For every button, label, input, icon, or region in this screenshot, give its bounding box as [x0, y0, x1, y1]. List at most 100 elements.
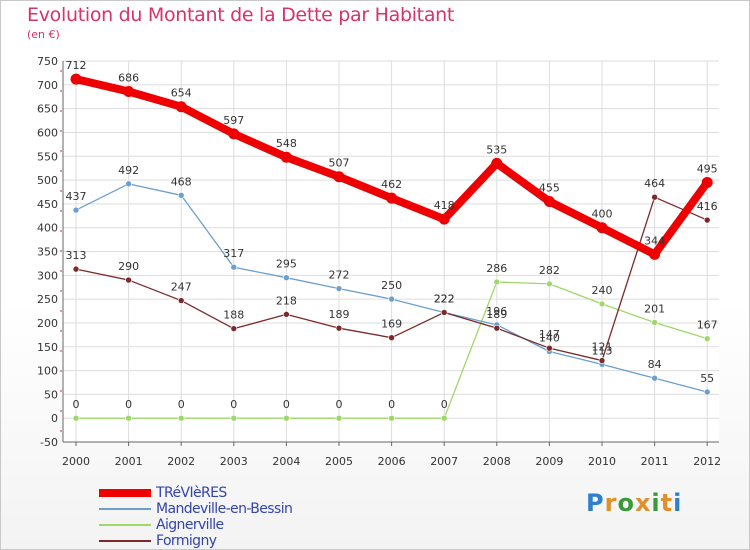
data-point	[70, 73, 82, 85]
data-label: 250	[381, 279, 402, 292]
data-point	[440, 414, 448, 422]
data-point	[177, 297, 185, 304]
x-tick-label: 2000	[62, 455, 90, 468]
legend-label-mandeville: Mandeville-en-Bessin	[156, 501, 293, 517]
data-label: 654	[171, 87, 192, 100]
y-tick-label: 250	[37, 293, 58, 306]
data-point	[493, 324, 501, 332]
data-label: 113	[592, 344, 613, 357]
data-point	[335, 285, 343, 292]
legend-swatch-formigny	[99, 540, 151, 542]
data-point	[388, 295, 395, 303]
data-point	[388, 414, 395, 422]
data-label: 0	[388, 398, 395, 411]
data-point	[72, 206, 80, 214]
data-point	[651, 374, 658, 382]
data-label: 196	[486, 305, 507, 318]
legend: TRéVIèRES Mandeville-en-Bessin Aignervil…	[99, 485, 359, 549]
data-label: 189	[486, 308, 507, 321]
data-point	[123, 85, 135, 97]
data-label: 167	[697, 319, 718, 332]
y-tick-label: 750	[37, 55, 58, 68]
data-point	[72, 265, 80, 273]
legend-swatch-mandeville	[99, 508, 151, 510]
data-point	[651, 193, 658, 201]
data-label: 218	[276, 294, 297, 307]
y-tick-label: 450	[37, 198, 58, 211]
legend-label-trevieres: TRéVIèRES	[156, 485, 227, 501]
data-point	[177, 414, 185, 422]
brand-letter: i	[673, 489, 683, 517]
data-point	[283, 414, 290, 422]
data-point	[175, 101, 187, 113]
data-label: 0	[230, 398, 237, 411]
data-label: 597	[223, 114, 244, 127]
data-label: 272	[329, 269, 350, 282]
x-tick-label: 2012	[693, 455, 721, 468]
data-label: 188	[223, 309, 244, 322]
x-tick-label: 2007	[430, 455, 458, 468]
data-point	[388, 334, 395, 342]
data-point	[703, 388, 711, 396]
x-tick-label: 2005	[325, 455, 353, 468]
data-point	[228, 128, 240, 140]
x-tick-label: 2003	[220, 455, 248, 468]
data-point	[649, 248, 661, 260]
brand-letter: t	[660, 489, 674, 517]
data-label: 290	[118, 260, 139, 273]
data-label: 201	[644, 302, 665, 315]
x-tick-label: 2010	[588, 455, 616, 468]
brand-letter: r	[604, 489, 618, 517]
data-label: 416	[697, 200, 718, 213]
data-point	[335, 414, 343, 422]
y-tick-label: 700	[37, 79, 58, 92]
data-label: 464	[644, 177, 665, 190]
data-label: 548	[276, 137, 297, 150]
data-label: 418	[434, 199, 455, 212]
data-point	[72, 414, 80, 422]
x-tick-label: 2009	[535, 455, 563, 468]
data-label: 535	[486, 143, 507, 156]
x-tick-label: 2011	[641, 455, 669, 468]
data-point	[546, 344, 553, 352]
data-label: 84	[648, 358, 662, 371]
data-point	[703, 335, 711, 342]
data-point	[651, 319, 658, 326]
legend-item-aignerville: Aignerville	[99, 517, 359, 533]
chart-title: Evolution du Montant de la Dette par Hab…	[27, 4, 455, 26]
y-tick-label: 300	[37, 269, 58, 282]
data-label: 147	[539, 328, 560, 341]
data-point	[230, 263, 238, 271]
data-label: 400	[592, 208, 613, 221]
y-tick-label: 100	[37, 365, 58, 378]
data-label: 0	[283, 398, 290, 411]
data-label: 507	[329, 157, 350, 170]
unit-label: (en €)	[27, 28, 60, 41]
x-tick-label: 2006	[378, 455, 406, 468]
data-label: 0	[73, 398, 80, 411]
data-label: 169	[381, 318, 402, 331]
data-point	[335, 324, 343, 332]
y-tick-label: 500	[37, 174, 58, 187]
data-point	[230, 325, 238, 332]
data-label: 468	[171, 175, 192, 188]
data-label: 317	[223, 247, 244, 260]
data-label: 462	[381, 178, 402, 191]
brand-logo: Proxiti	[586, 489, 682, 517]
data-label: 0	[178, 398, 185, 411]
brand-letter: P	[586, 489, 605, 517]
data-label: 0	[125, 398, 132, 411]
data-point	[386, 192, 398, 204]
x-tick-label: 2001	[115, 455, 143, 468]
data-label: 0	[336, 398, 343, 411]
data-label: 0	[441, 398, 448, 411]
y-tick-label: 200	[37, 317, 58, 330]
legend-swatch-trevieres	[99, 489, 151, 497]
data-label: 140	[539, 332, 560, 345]
data-point	[598, 357, 606, 364]
data-label: 247	[171, 281, 192, 294]
data-point	[546, 280, 553, 288]
x-tick-label: 2008	[483, 455, 511, 468]
legend-label-formigny: Formigny	[156, 533, 217, 549]
